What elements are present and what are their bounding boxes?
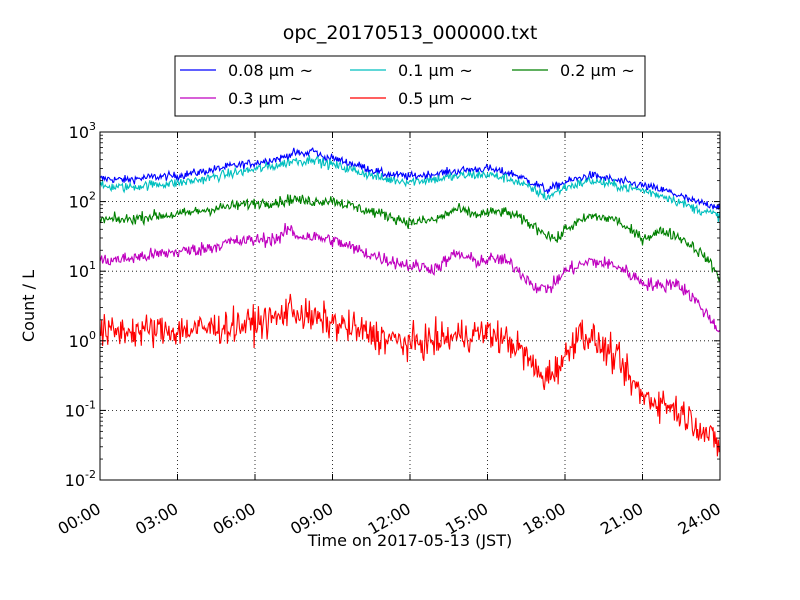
y-tick-label: 10-1: [65, 398, 96, 420]
legend-box: [174, 55, 646, 117]
series-line-1: [100, 147, 720, 210]
series-line-2: [100, 155, 720, 222]
x-axis-label: Time on 2017-05-13 (JST): [307, 531, 512, 550]
legend-label: 0.2 μm ~: [560, 61, 635, 80]
chart-title: opc_20170513_000000.txt: [283, 22, 538, 44]
y-tick-label: 100: [69, 329, 96, 351]
legend-label: 0.5 μm ~: [398, 89, 473, 108]
y-tick-label: 10-2: [65, 468, 96, 490]
legend-label: 0.3 μm ~: [228, 89, 303, 108]
y-tick-label: 101: [69, 259, 96, 281]
y-axis-label: Count / L: [19, 270, 38, 342]
y-tick-label: 102: [69, 190, 96, 212]
legend-label: 0.1 μm ~: [398, 61, 473, 80]
y-tick-label: 103: [69, 120, 96, 142]
series-group: [100, 147, 720, 457]
series-line-4: [100, 222, 720, 333]
series-line-5: [100, 293, 720, 457]
legend-label: 0.08 μm ~: [228, 61, 313, 80]
legend: 0.08 μm ~ 0.1 μm ~ 0.2 μm ~ 0.3 μm ~ 0.5 μm …: [174, 55, 646, 117]
series-line-3: [100, 194, 720, 282]
